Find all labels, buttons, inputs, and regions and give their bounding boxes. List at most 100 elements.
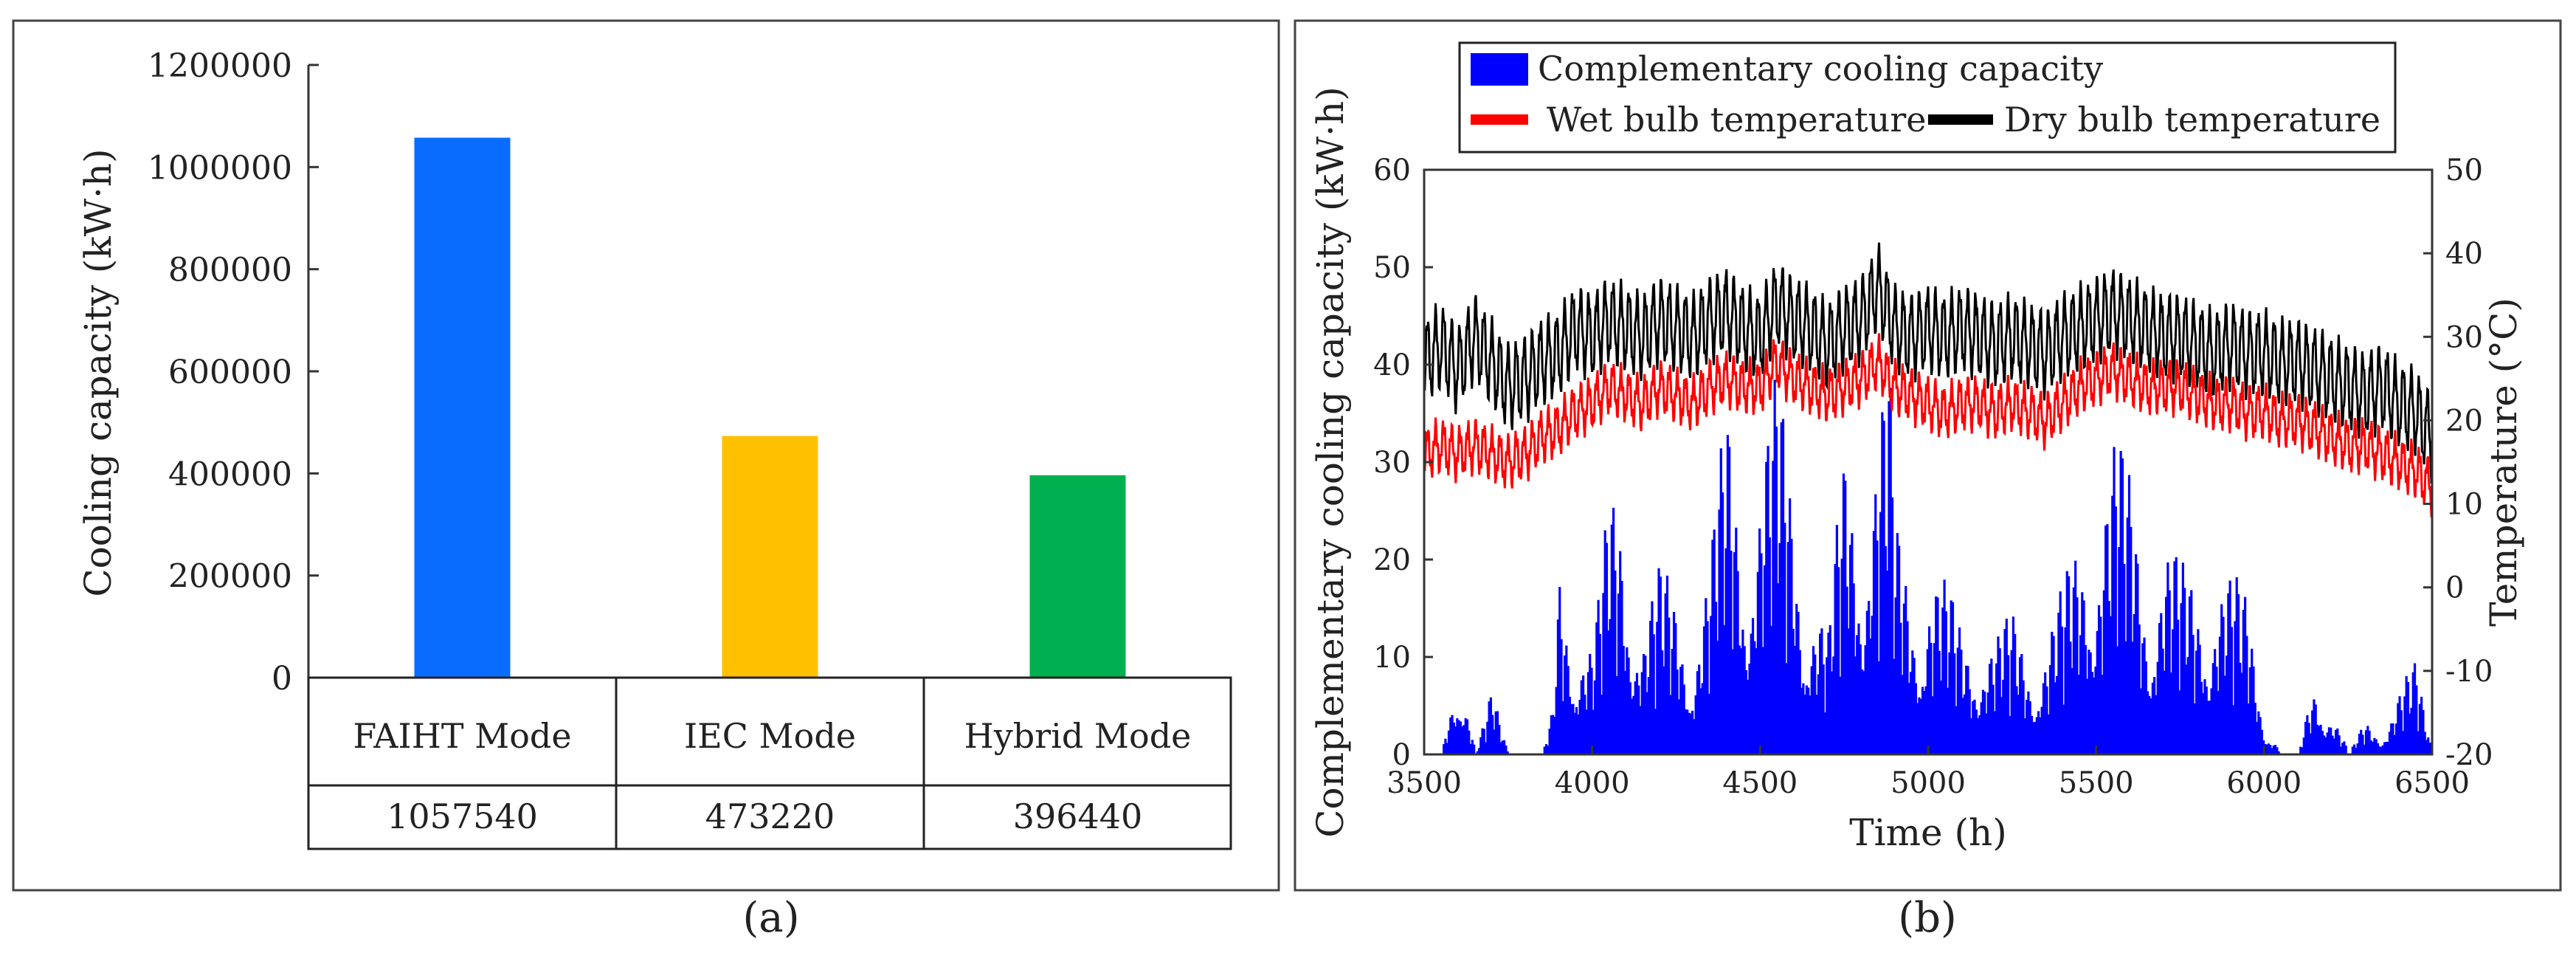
cooling-capacity-bar [1744, 670, 1748, 754]
y-tick-label: 1200000 [148, 47, 292, 85]
cooling-capacity-bar [1572, 703, 1575, 754]
cooling-capacity-bar [2048, 665, 2052, 754]
cooling-capacity-bar [2144, 661, 2147, 754]
cooling-capacity-bar [2306, 715, 2309, 754]
cooling-capacity-bar [1668, 617, 1671, 754]
panel-b-ticks: 3500 4000 4500 5000 5500 6000 6500 0 10 20 30 40 50 6… [1373, 154, 2493, 800]
cooling-capacity-bar [2139, 688, 2143, 754]
cooling-capacity-bar [2415, 685, 2418, 754]
cooling-capacity-bar [2023, 718, 2026, 754]
cooling-capacity-bar [2178, 690, 2181, 754]
cooling-capacity-bar [1926, 649, 1929, 754]
cooling-capacity-bar [1852, 583, 1855, 754]
cooling-capacity-bar [2045, 686, 2048, 754]
cooling-capacity-bar [2234, 621, 2237, 754]
cooling-capacity-bar [1713, 529, 1716, 754]
cooling-capacity-bar [1918, 697, 1921, 754]
x-tick-label: 6000 [2226, 766, 2302, 800]
cooling-capacity-bar [2102, 590, 2105, 754]
cooling-capacity-bar [2149, 698, 2152, 754]
cooling-capacity-bar [1810, 666, 1813, 754]
cooling-capacity-bar [1499, 742, 1502, 754]
cooling-capacity-bar [1617, 593, 1620, 754]
cooling-capacity-bar [2111, 495, 2114, 754]
cooling-capacity-bar [1972, 701, 1975, 754]
cooling-capacity-bar [1479, 737, 1482, 754]
cooling-capacity-bar [1869, 639, 1872, 754]
cooling-capacity-bar [2223, 675, 2226, 754]
cooling-capacity-bar [2408, 713, 2411, 754]
cooling-capacity-bar [1969, 718, 1973, 754]
cooling-capacity-bar [1844, 481, 1847, 754]
cooling-capacity-bar [1714, 602, 1718, 754]
cooling-capacity-bar [2210, 688, 2213, 754]
cooling-capacity-bar [2331, 735, 2334, 754]
cooling-capacity-bar [1468, 730, 1471, 754]
cooling-capacity-bar [1906, 621, 1909, 754]
cooling-capacity-bar [1888, 401, 1890, 754]
cooling-capacity-bar [2175, 557, 2178, 754]
cooling-capacity-bar [2109, 616, 2113, 754]
y-tick-label: 800000 [168, 252, 292, 289]
cooling-capacity-bar [1584, 695, 1586, 754]
cooling-capacity-bar [2202, 692, 2205, 754]
cooling-capacity-bar [2390, 723, 2393, 754]
cooling-capacity-bar [1543, 746, 1546, 754]
cooling-capacity-bar [2264, 743, 2267, 754]
cooling-capacity-bar [1580, 680, 1583, 754]
cooling-capacity-bar [1755, 648, 1758, 754]
cooling-capacity-bar [2417, 731, 2420, 754]
cooling-capacity-bar [1783, 523, 1786, 754]
cooling-capacity-bar [1489, 697, 1492, 754]
cooling-capacity-bar [1933, 643, 1936, 754]
cooling-capacity-bar [2343, 741, 2346, 754]
cooling-capacity-bar [2398, 696, 2401, 754]
cooling-capacity-bar [1662, 666, 1665, 754]
cooling-capacity-bar [2425, 740, 2428, 754]
cooling-capacity-bar [1973, 699, 1976, 754]
cooling-capacity-bar [2064, 627, 2067, 754]
cooling-capacity-bar [2330, 727, 2332, 754]
cooling-capacity-bar [1916, 703, 1919, 754]
cooling-capacity-bar [1778, 543, 1781, 754]
cooling-capacity-bar [1786, 542, 1789, 754]
cooling-capacity-bar [2010, 650, 2013, 754]
x-tick-label: 6500 [2394, 766, 2470, 800]
cooling-capacity-bar [2074, 560, 2077, 754]
cooling-capacity-bar [2403, 696, 2406, 754]
cooling-capacity-bar [2089, 652, 2092, 754]
cooling-capacity-bar [2247, 703, 2250, 754]
cooling-capacity-bar [2032, 722, 2035, 754]
cooling-capacity-bar [2037, 711, 2040, 754]
cooling-capacity-bar [2352, 744, 2356, 754]
cooling-capacity-bar [2368, 730, 2371, 754]
cooling-capacity-bar [1740, 648, 1743, 754]
cooling-capacity-bar [1795, 604, 1798, 754]
cooling-capacity-bar [1760, 553, 1763, 754]
cooling-capacity-bar [2265, 744, 2268, 754]
cooling-capacity-bar [1860, 669, 1864, 754]
cooling-capacity-bar [2217, 691, 2220, 754]
cooling-capacity-bar [2188, 596, 2192, 754]
cooling-capacity-bar [2381, 745, 2384, 754]
cooling-capacity-bar [1706, 621, 1709, 754]
cooling-capacity-bar [2094, 667, 2097, 754]
cooling-capacity-bar [1586, 672, 1590, 754]
cooling-capacity-bar [1577, 714, 1580, 754]
y-tick-label: 400000 [168, 455, 292, 493]
cooling-capacity-bar [1894, 597, 1897, 754]
cooling-capacity-bar [1592, 709, 1595, 754]
cooling-capacity-bar [1605, 543, 1609, 754]
panel-b-right-y-axis-label: Temperature (°C) [2482, 297, 2525, 627]
cooling-capacity-bar [2239, 662, 2242, 754]
cooling-capacity-bar [2311, 710, 2314, 754]
cooling-capacity-bar [2002, 679, 2005, 754]
cooling-capacity-bar [2169, 672, 2173, 754]
cooling-capacity-bar [1899, 622, 1902, 754]
cooling-capacity-bar [1488, 701, 1491, 754]
cooling-capacity-bar [2318, 726, 2321, 754]
cooling-capacity-bar [1995, 663, 1998, 754]
cooling-capacity-bar [2267, 743, 2271, 754]
cooling-capacity-bar [1785, 663, 1788, 754]
cooling-capacity-bar [1780, 422, 1783, 754]
